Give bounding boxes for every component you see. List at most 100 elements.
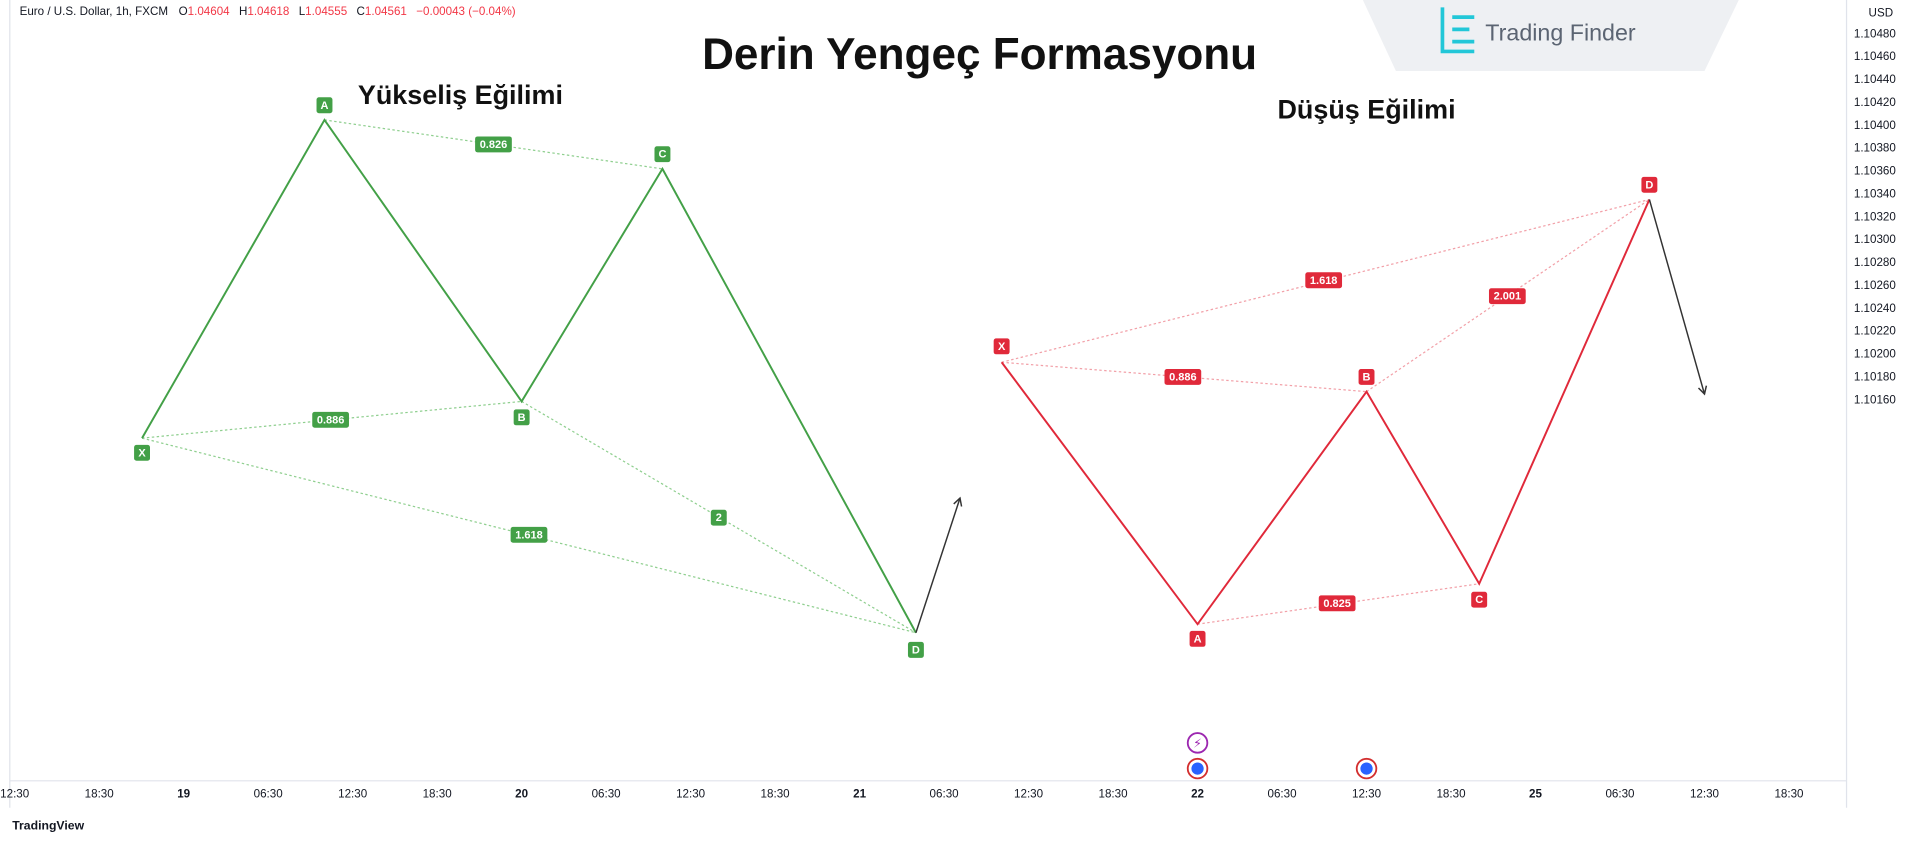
time-tick-label: 12:30 <box>1690 787 1719 800</box>
price-tick-label: 1.10300 <box>1854 233 1896 246</box>
ratio-label: 1.618 <box>515 529 543 541</box>
point-label-bg <box>513 409 530 426</box>
price-tick-label: 1.10160 <box>1854 393 1896 406</box>
price-tick-label: 1.10460 <box>1854 50 1896 63</box>
price-tick-label: 1.10320 <box>1854 210 1896 223</box>
price-tick-label: 1.10340 <box>1854 187 1896 200</box>
title: Derin Yengeç Formasyonu <box>702 30 1257 79</box>
ohlc-value: 1.04555 <box>305 5 347 18</box>
point-label: D <box>1645 179 1653 191</box>
logo-text: Trading Finder <box>1485 19 1636 45</box>
point-label-bg <box>1358 368 1375 385</box>
arrow-head <box>953 496 963 507</box>
ratio-label: 0.886 <box>1169 371 1197 383</box>
ratio-line <box>1366 198 1650 393</box>
point-label-bg <box>134 444 150 461</box>
ratio-label-bg <box>1318 595 1356 612</box>
price-tick-label: 1.10260 <box>1854 279 1896 292</box>
time-tick-label: 06:30 <box>1605 787 1634 800</box>
price-tick-label: 1.10360 <box>1854 165 1896 178</box>
pattern-line <box>1000 199 1651 626</box>
ratio-line <box>324 119 663 170</box>
price-tick-label: 1.10280 <box>1854 256 1896 269</box>
price-tick-label: 1.10180 <box>1854 370 1896 383</box>
ratio-label-bg <box>312 411 349 428</box>
point-label: A <box>321 100 329 112</box>
time-tick-label: 12:30 <box>676 787 705 800</box>
symbol: Euro / U.S. Dollar, 1h, FXCM <box>20 5 168 18</box>
pattern-line <box>141 118 917 634</box>
direction-arrow <box>915 497 961 633</box>
ratio-label-bg <box>1488 288 1526 305</box>
price-tick-label: 1.10220 <box>1854 325 1896 338</box>
point-label-bg <box>907 641 924 658</box>
ohlc-label: L <box>299 5 306 18</box>
point-label-bg <box>1189 630 1206 647</box>
time-tick-label: 06:30 <box>254 787 283 800</box>
time-tick-label: 21 <box>853 787 866 800</box>
ratio-label: 0.826 <box>480 139 508 151</box>
time-tick-label: 18:30 <box>85 787 114 800</box>
ohlc-label: O <box>179 5 188 18</box>
footer: TradingView <box>12 818 84 832</box>
time-tick-label: 25 <box>1529 787 1542 800</box>
point-label-bg <box>1641 176 1658 193</box>
time-tick-label: 18:30 <box>1099 787 1128 800</box>
time-tick-label: 12:30 <box>0 787 29 800</box>
ohlc-value: 1.04604 <box>188 5 231 18</box>
time-tick-label: 18:30 <box>761 787 790 800</box>
point-label-bg <box>1471 591 1488 608</box>
ohlc-value: 1.04561 <box>365 5 407 18</box>
price-tick-label: 1.10200 <box>1854 348 1896 361</box>
point-label: X <box>998 341 1006 353</box>
time-tick-label: 18:30 <box>423 787 452 800</box>
bearish-label: Düşüş Eğilimi <box>1277 94 1455 124</box>
symbol-info: Euro / U.S. Dollar, 1h, FXCM O1.04604 H1… <box>20 5 516 18</box>
point-label: X <box>138 447 146 459</box>
price-tick-label: 1.10400 <box>1854 119 1896 132</box>
ratio-label: 2.001 <box>1494 291 1522 303</box>
ohlc-label: C <box>357 5 365 18</box>
time-tick-label: 20 <box>515 787 528 800</box>
point-label: C <box>658 149 666 161</box>
time-tick-label: 12:30 <box>1352 787 1381 800</box>
point-label: B <box>518 412 526 424</box>
point-label: A <box>1194 633 1202 645</box>
events: ⚡ <box>1186 732 1378 780</box>
point-label-bg <box>993 338 1010 355</box>
price-tick-label: 1.10240 <box>1854 302 1896 315</box>
point-label: B <box>1363 371 1371 383</box>
ratio-label: 1.618 <box>1310 275 1338 287</box>
ratio-label-bg <box>510 526 548 543</box>
time-tick-label: 06:30 <box>930 787 959 800</box>
ratio-label-bg <box>1164 368 1202 385</box>
ratio-label-bg <box>475 136 512 153</box>
direction-arrow <box>1648 199 1706 395</box>
arrow-head <box>1697 385 1708 396</box>
ratio-label-bg <box>1305 272 1343 289</box>
price-tick-label: 1.10440 <box>1854 73 1896 86</box>
ratio-label: 0.886 <box>317 414 345 426</box>
time-tick-label: 18:30 <box>1774 787 1803 800</box>
svg-text:⚡: ⚡ <box>1193 736 1202 750</box>
ratio-label-bg <box>710 509 727 526</box>
time-tick-label: 18:30 <box>1436 787 1465 800</box>
bullish-label: Yükseliş Eğilimi <box>358 80 563 110</box>
ratio-label: 2 <box>716 512 722 524</box>
change: −0.00043 (−0.04%) <box>416 5 516 18</box>
time-tick-label: 19 <box>177 787 190 800</box>
price-tick-label: 1.10420 <box>1854 96 1896 109</box>
time-tick-label: 12:30 <box>1014 787 1043 800</box>
time-tick-label: 06:30 <box>1268 787 1297 800</box>
currency: USD <box>1869 7 1894 20</box>
price-tick-label: 1.10480 <box>1854 27 1896 40</box>
ratio-label: 0.825 <box>1323 598 1351 610</box>
point-label: C <box>1475 594 1483 606</box>
point-label-bg <box>316 97 333 114</box>
price-tick-label: 1.10380 <box>1854 142 1896 155</box>
time-tick-label: 22 <box>1191 787 1204 800</box>
ohlc-value: 1.04618 <box>247 5 289 18</box>
